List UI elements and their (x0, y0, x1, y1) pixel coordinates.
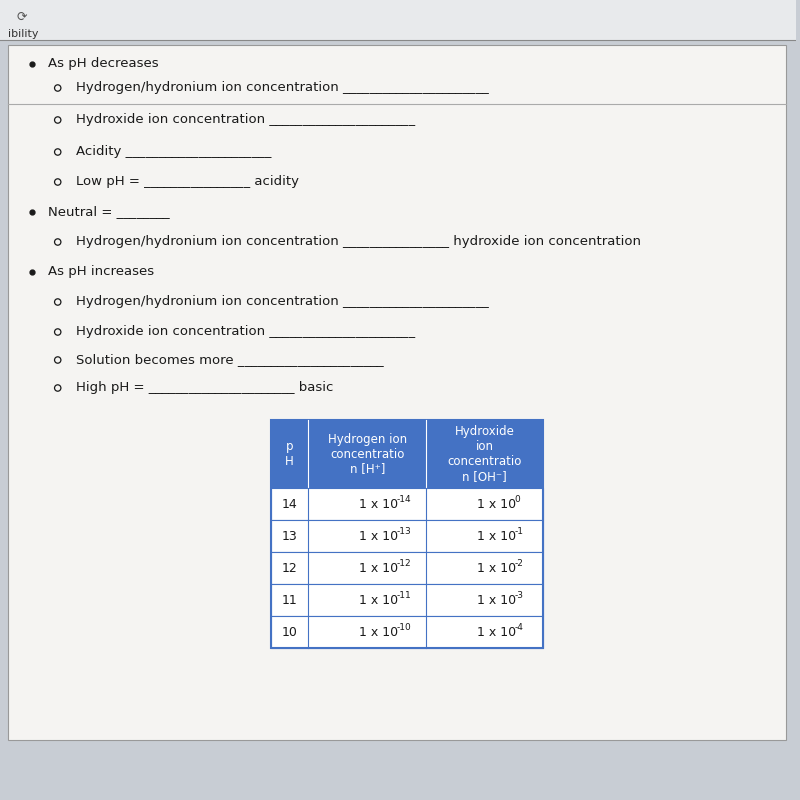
Text: 12: 12 (282, 562, 298, 574)
Text: High pH = ______________________ basic: High pH = ______________________ basic (76, 382, 333, 394)
Text: Low pH = ________________ acidity: Low pH = ________________ acidity (76, 175, 298, 189)
Text: 1 x 10: 1 x 10 (359, 562, 398, 574)
Text: 11: 11 (282, 594, 298, 606)
Text: 1 x 10: 1 x 10 (477, 594, 516, 606)
Text: Acidity ______________________: Acidity ______________________ (76, 146, 271, 158)
Text: 1 x 10: 1 x 10 (359, 530, 398, 542)
Text: -10: -10 (397, 622, 412, 631)
Text: ibility: ibility (8, 29, 38, 39)
Text: -14: -14 (397, 494, 412, 503)
Text: 1 x 10: 1 x 10 (359, 626, 398, 638)
Text: -2: -2 (514, 558, 523, 567)
Bar (0, 0, 796, 40)
Text: -1: -1 (514, 526, 523, 535)
Bar (270, 552, 543, 584)
Text: -3: -3 (514, 590, 523, 599)
Bar (270, 616, 543, 648)
Text: Hydroxide ion concentration ______________________: Hydroxide ion concentration ____________… (76, 326, 414, 338)
Text: 1 x 10: 1 x 10 (477, 626, 516, 638)
Bar (8, 45, 786, 740)
Text: Hydrogen/hydronium ion concentration ________________ hydroxide ion concentratio: Hydrogen/hydronium ion concentration ___… (76, 235, 641, 249)
Text: Hydroxide
ion
concentratio
n [OH⁻]: Hydroxide ion concentratio n [OH⁻] (447, 425, 522, 483)
Text: 13: 13 (282, 530, 298, 542)
Text: -11: -11 (397, 590, 412, 599)
Text: As pH decreases: As pH decreases (48, 58, 158, 70)
Text: Hydrogen ion
concentratio
n [H⁺]: Hydrogen ion concentratio n [H⁺] (328, 433, 406, 475)
Text: 1 x 10: 1 x 10 (477, 562, 516, 574)
Text: Neutral = ________: Neutral = ________ (48, 206, 170, 218)
Text: 0: 0 (514, 494, 520, 503)
Text: Hydrogen/hydronium ion concentration ______________________: Hydrogen/hydronium ion concentration ___… (76, 82, 488, 94)
Bar (270, 584, 543, 616)
Bar (270, 420, 543, 648)
Text: As pH increases: As pH increases (48, 266, 154, 278)
Bar (270, 488, 543, 520)
Text: Hydrogen/hydronium ion concentration ______________________: Hydrogen/hydronium ion concentration ___… (76, 295, 488, 309)
Text: 1 x 10: 1 x 10 (477, 498, 516, 510)
Text: 1 x 10: 1 x 10 (359, 594, 398, 606)
Text: p
H: p H (286, 440, 294, 468)
Text: ⟳: ⟳ (17, 10, 27, 23)
Text: 10: 10 (282, 626, 298, 638)
Text: 1 x 10: 1 x 10 (477, 530, 516, 542)
Bar (270, 520, 543, 552)
Text: 1 x 10: 1 x 10 (359, 498, 398, 510)
Bar (270, 420, 543, 488)
Text: Hydroxide ion concentration ______________________: Hydroxide ion concentration ____________… (76, 114, 414, 126)
Text: 14: 14 (282, 498, 298, 510)
Text: -12: -12 (397, 558, 412, 567)
Text: -13: -13 (397, 526, 412, 535)
Text: -4: -4 (514, 622, 523, 631)
Text: Solution becomes more ______________________: Solution becomes more __________________… (76, 354, 383, 366)
